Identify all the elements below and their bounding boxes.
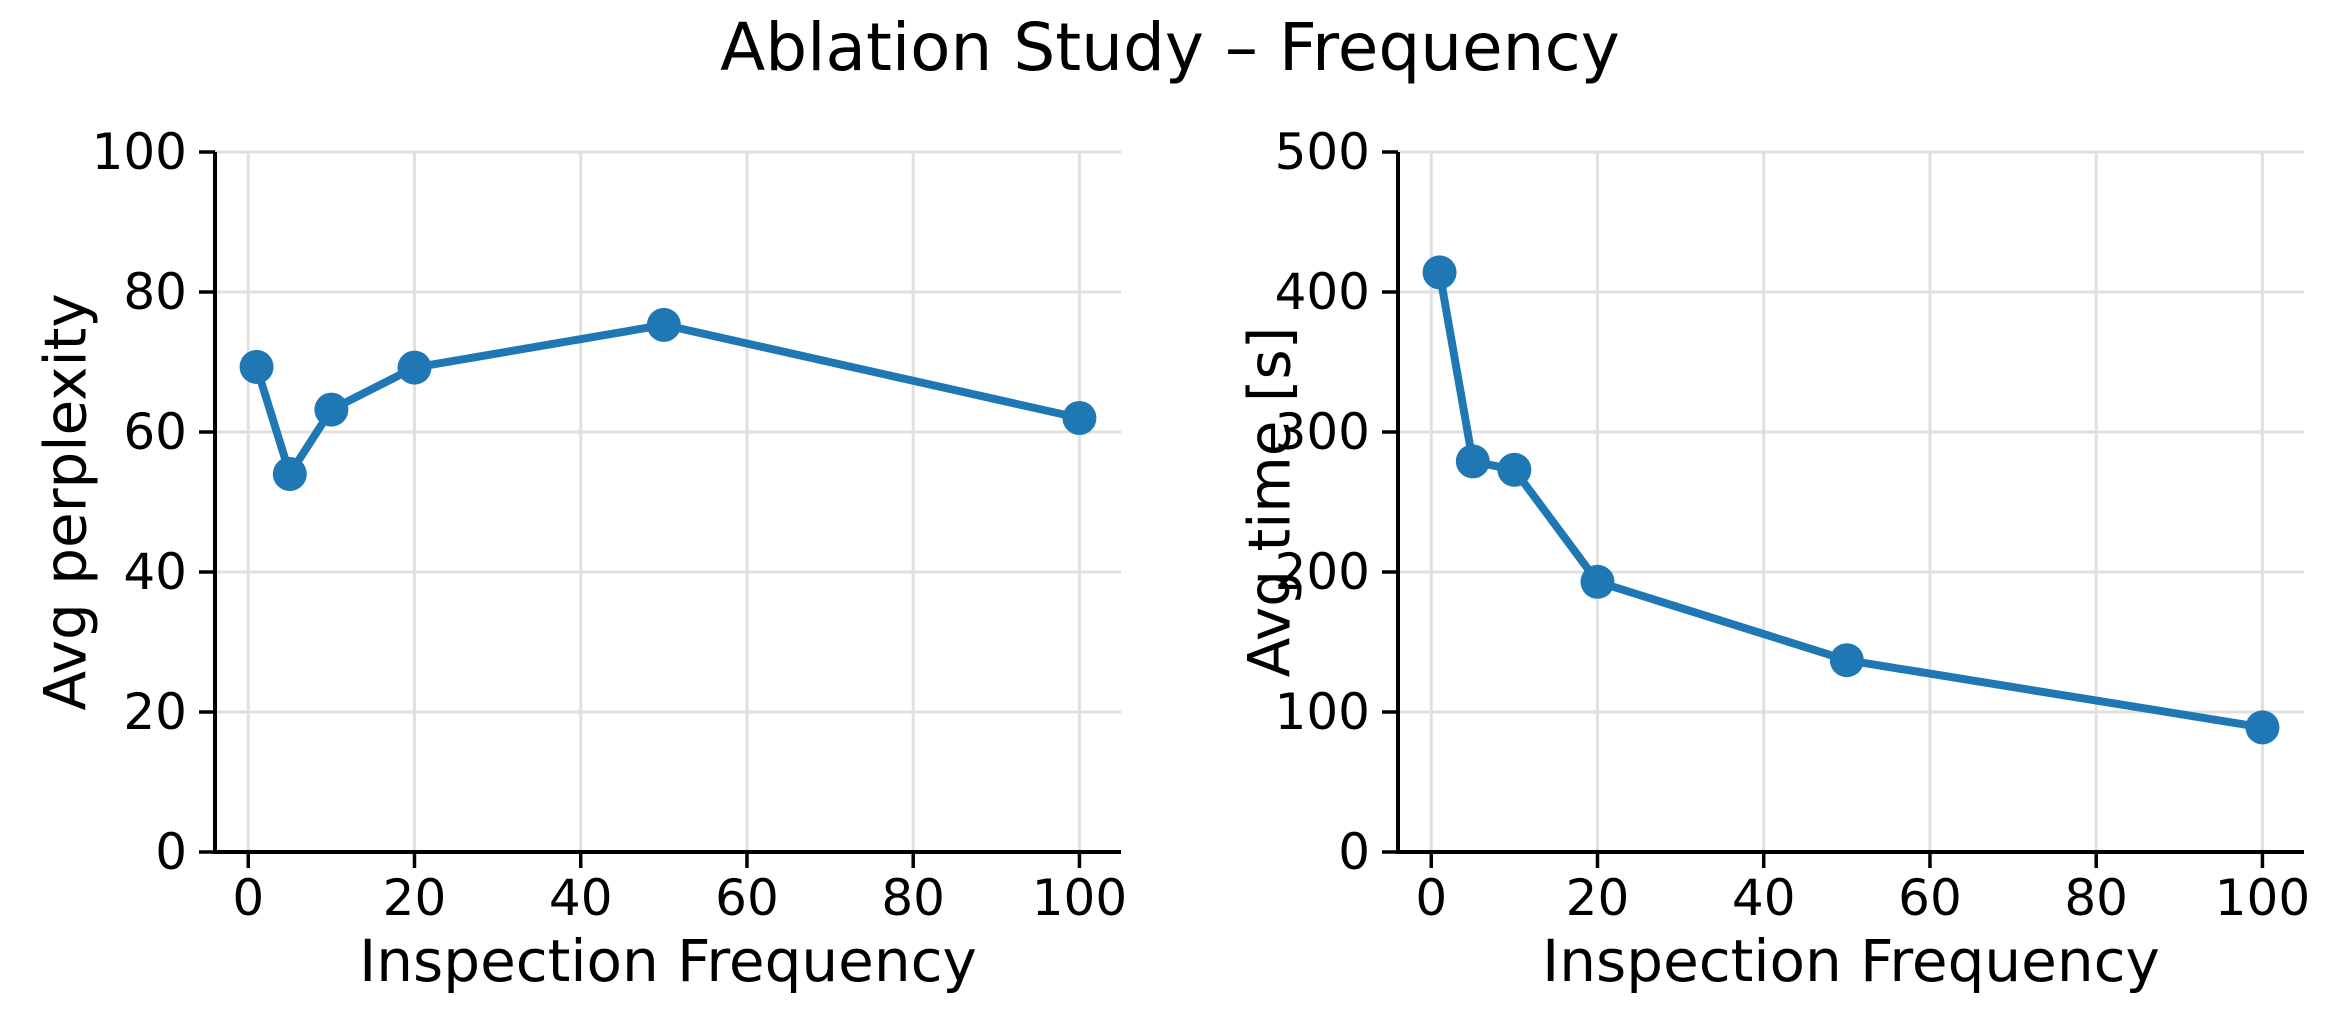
x-tick-label: 40 xyxy=(549,869,613,927)
x-tick-label: 0 xyxy=(232,869,264,927)
y-tick-label: 100 xyxy=(1275,683,1370,741)
chart-right: 0 20 40 60 80 100 0 100 200 300 400 500 xyxy=(1275,123,2311,927)
y-tick-label: 500 xyxy=(1275,123,1370,181)
y-tick-label: 60 xyxy=(123,403,187,461)
y-tick-label: 100 xyxy=(92,123,187,181)
y-tick-label: 200 xyxy=(1275,543,1370,601)
data-point-marker xyxy=(314,392,349,427)
x-tick-label: 20 xyxy=(1566,869,1630,927)
series-line-avg-time-s xyxy=(1435,268,2267,732)
data-point-marker xyxy=(1829,643,1864,678)
data-point-marker xyxy=(397,350,432,385)
x-tick-label: 60 xyxy=(715,869,779,927)
data-point-marker xyxy=(1062,401,1097,435)
y-tick-label: 20 xyxy=(123,683,187,741)
left-x-axis-label: Inspection Frequency xyxy=(359,927,977,995)
x-tick-label: 80 xyxy=(2064,869,2128,927)
y-tick-label: 40 xyxy=(123,543,187,601)
series-line-avg-perplexity xyxy=(252,320,1084,478)
x-tick-label: 40 xyxy=(1732,869,1796,927)
data-point-marker xyxy=(1422,255,1457,290)
data-point-marker xyxy=(239,349,274,384)
figure-title: Ablation Study – Frequency xyxy=(720,9,1620,86)
data-point-marker xyxy=(646,307,681,342)
data-point-marker xyxy=(1455,444,1490,479)
right-x-axis-label: Inspection Frequency xyxy=(1542,927,2160,995)
data-point-marker xyxy=(1580,564,1615,599)
left-y-axis-label: Avg perplexity xyxy=(31,293,100,711)
y-tick-label: 0 xyxy=(1338,823,1370,881)
y-tick-label: 300 xyxy=(1275,403,1370,461)
y-tick-label: 0 xyxy=(155,823,187,881)
y-tick-label: 80 xyxy=(123,263,187,321)
x-tick-label: 0 xyxy=(1415,869,1447,927)
data-point-marker xyxy=(272,457,307,491)
x-tick-label: 20 xyxy=(383,869,447,927)
y-tick-label: 400 xyxy=(1275,263,1370,321)
x-tick-label: 100 xyxy=(1032,869,1127,927)
chart-left: 0 20 40 60 80 100 0 20 40 60 80 100 xyxy=(92,123,1128,927)
x-tick-label: 80 xyxy=(881,869,945,927)
right-y-axis-label: Avg time [s] xyxy=(1235,326,1304,678)
data-point-marker xyxy=(1497,452,1532,487)
x-tick-label: 60 xyxy=(1898,869,1962,927)
data-point-marker xyxy=(2245,710,2280,745)
x-tick-label: 100 xyxy=(2215,869,2310,927)
